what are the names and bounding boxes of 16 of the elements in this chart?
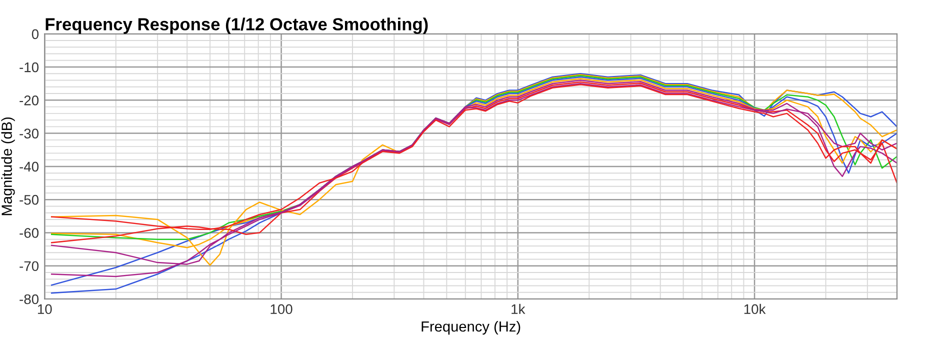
x-tick-label: 10k [744, 304, 766, 314]
y-tick-label: -70 [20, 261, 39, 272]
x-axis-title: Frequency (Hz) [422, 320, 520, 335]
y-tick-label: -20 [20, 96, 39, 106]
y-tick-label: 0 [32, 29, 39, 40]
x-tick-label: 1k [512, 304, 526, 314]
y-tick-label: -40 [20, 162, 39, 172]
y-tick-label: -80 [20, 294, 39, 304]
y-axis-title: Magnitude (dB) [1, 118, 15, 216]
y-tick-label: -30 [20, 128, 39, 138]
y-tick-label: -10 [20, 62, 39, 72]
y-tick-label: -60 [20, 228, 39, 238]
chart-title: Frequency Response (1/12 Octave Smoothing) [46, 18, 428, 34]
x-tick-label: 10 [38, 304, 52, 314]
x-tick-label: 100 [270, 304, 292, 314]
y-tick-label: -50 [20, 194, 39, 205]
